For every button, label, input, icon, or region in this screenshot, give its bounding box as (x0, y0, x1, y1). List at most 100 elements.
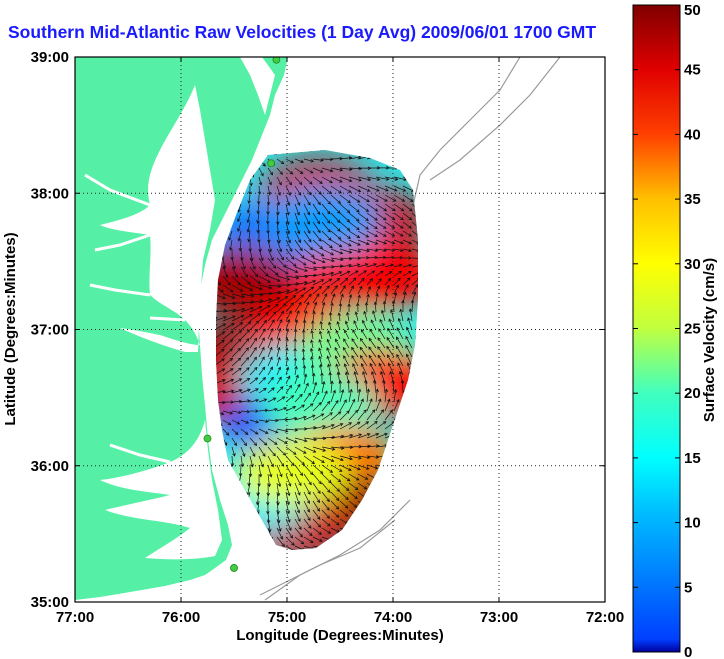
velocity-arrow (330, 285, 338, 295)
velocity-arrow (357, 248, 370, 253)
velocity-arrow (303, 455, 316, 465)
velocity-arrow (339, 464, 352, 471)
velocity-arrow (348, 263, 361, 268)
velocity-arrow (231, 284, 244, 292)
velocity-arrow (276, 289, 291, 295)
velocity-arrow (384, 212, 396, 221)
velocity-arrow (302, 364, 307, 376)
velocity-arrow (386, 345, 395, 358)
velocity-arrow (294, 383, 301, 394)
velocity-arrow (364, 379, 368, 394)
velocity-arrow (285, 395, 295, 403)
velocity-arrow (222, 275, 231, 286)
velocity-arrow (267, 376, 274, 385)
velocity-arrow (357, 221, 369, 230)
velocity-arrow (342, 346, 350, 358)
velocity-arrow (393, 248, 404, 252)
velocity-arrow (357, 230, 370, 238)
velocity-arrow (375, 432, 388, 439)
velocity-arrow (393, 221, 404, 229)
velocity-arrow (216, 331, 217, 340)
velocity-arrow (402, 248, 413, 253)
velocity-arrow (366, 388, 371, 403)
velocity-arrow (318, 330, 323, 340)
velocity-arrow (339, 491, 349, 501)
velocity-arrow (303, 286, 315, 295)
velocity-arrow (222, 368, 234, 376)
velocity-arrow (249, 299, 264, 304)
colorbar-tick-label: 0 (684, 644, 692, 659)
velocity-arrow (393, 230, 404, 237)
velocity-arrow (321, 257, 335, 263)
velocity-arrow (240, 313, 253, 322)
velocity-arrow (312, 194, 321, 206)
velocity-arrow (294, 280, 308, 286)
velocity-arrow (231, 389, 243, 394)
velocity-arrow (330, 257, 344, 262)
delaware-bay (240, 57, 275, 115)
x-tick-label: 74:00 (374, 609, 412, 626)
velocity-arrow (402, 271, 412, 277)
y-tick-label: 35:00 (31, 594, 69, 611)
velocity-arrow (249, 320, 260, 331)
velocity-arrow (328, 321, 332, 331)
velocity-arrow (402, 284, 409, 295)
velocity-arrow (276, 386, 284, 394)
velocity-arrow (352, 329, 359, 340)
velocity-arrow (330, 491, 340, 502)
velocity-arrow (303, 518, 312, 529)
velocity-arrow (294, 393, 303, 403)
velocity-arrow (294, 500, 301, 514)
velocity-arrow (348, 248, 362, 253)
velocity-arrow (355, 379, 359, 394)
velocity-arrow (348, 185, 362, 193)
velocity-arrow (348, 500, 358, 508)
velocity-arrow (267, 407, 278, 412)
velocity-arrow (339, 203, 351, 214)
velocity-arrow (326, 355, 332, 367)
velocity-arrow (267, 418, 279, 423)
velocity-arrow (267, 366, 273, 376)
velocity-arrow (303, 382, 309, 394)
velocity-arrow (258, 387, 267, 394)
velocity-arrow (303, 212, 310, 225)
velocity-arrow (285, 185, 291, 196)
velocity-arrow (411, 248, 418, 253)
velocity-arrow (366, 398, 373, 412)
velocity-arrow (372, 310, 377, 322)
velocity-arrow (303, 509, 311, 522)
velocity-arrow (357, 455, 371, 460)
velocity-arrow (303, 437, 318, 442)
velocity-arrow (249, 257, 256, 270)
velocity-arrow (384, 398, 391, 412)
velocity-arrow (384, 203, 396, 212)
velocity-arrow (294, 176, 303, 186)
velocity-arrow (303, 473, 312, 486)
velocity-arrow (302, 319, 307, 331)
velocity-arrow (267, 346, 273, 358)
velocity-arrow (301, 348, 306, 358)
velocity-arrow (285, 266, 299, 274)
velocity-arrow (363, 310, 368, 322)
velocity-arrow (294, 446, 307, 454)
velocity-arrow (366, 248, 379, 253)
velocity-arrow (240, 446, 246, 457)
velocity-arrow (216, 302, 218, 307)
velocity-arrow (303, 491, 311, 505)
velocity-arrow (318, 338, 323, 349)
velocity-arrow (310, 329, 314, 340)
velocity-arrow (249, 266, 259, 278)
velocity-arrow (375, 194, 388, 202)
velocity-arrow (348, 294, 353, 304)
velocity-arrow (294, 230, 302, 244)
velocity-arrow (379, 318, 386, 331)
velocity-arrow (303, 301, 310, 313)
velocity-arrow (402, 203, 413, 212)
velocity-arrow (294, 536, 305, 545)
velocity-arrow (258, 398, 268, 403)
velocity-arrow (321, 157, 334, 162)
velocity-arrow (258, 298, 273, 304)
velocity-arrow (312, 455, 325, 463)
velocity-arrow (335, 338, 341, 349)
velocity-arrow (240, 388, 251, 394)
